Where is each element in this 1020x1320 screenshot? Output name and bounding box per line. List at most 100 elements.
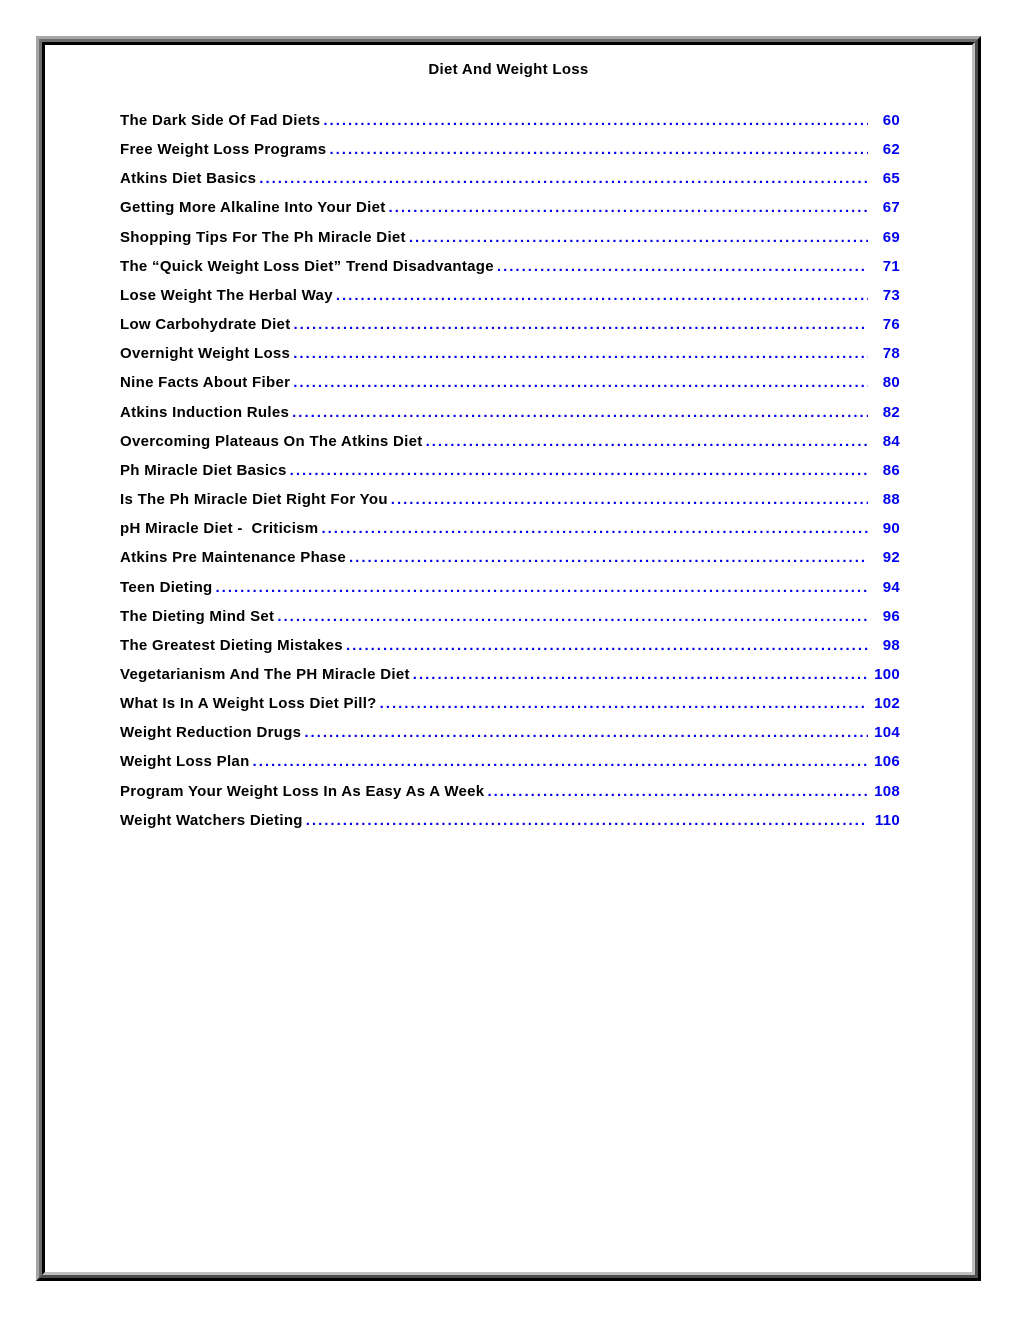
toc-dot-leader: ........................................… [335, 286, 868, 304]
toc-entry[interactable]: The Dieting Mind Set ...................… [120, 608, 900, 637]
toc-entry[interactable]: Shopping Tips For The Ph Miracle Diet ..… [120, 229, 900, 258]
toc-entry-title: Weight Watchers Dieting [120, 811, 303, 829]
toc-entry-page-number: 65 [882, 170, 900, 188]
toc-entry-page-number: 82 [882, 403, 900, 421]
toc-entry-page-number: 100 [874, 665, 900, 683]
toc-entry-title: Overcoming Plateaus On The Atkins Diet [120, 432, 423, 450]
toc-dot-leader: ........................................… [259, 170, 868, 188]
toc-entry-page-number: 71 [882, 257, 900, 275]
toc-entry[interactable]: Overcoming Plateaus On The Atkins Diet .… [120, 433, 900, 462]
toc-entry[interactable]: The “Quick Weight Loss Diet” Trend Disad… [120, 258, 900, 287]
toc-dot-leader: ........................................… [345, 636, 868, 654]
toc-entry-page-number: 78 [882, 345, 900, 363]
toc-entry[interactable]: Teen Dieting ...........................… [120, 579, 900, 608]
toc-entry-title: What Is In A Weight Loss Diet Pill? [120, 695, 377, 713]
toc-entry-page-number: 80 [882, 374, 900, 392]
toc-dot-leader: ........................................… [292, 403, 868, 421]
toc-dot-leader: ........................................… [323, 112, 868, 129]
toc-entry[interactable]: Atkins Diet Basics .....................… [120, 170, 900, 199]
toc-entry-title: Nine Facts About Fiber [120, 374, 291, 392]
toc-dot-leader: ........................................… [390, 491, 868, 509]
toc-entry[interactable]: The Dark Side Of Fad Diets .............… [120, 112, 900, 141]
toc-entry-page-number: 106 [874, 753, 900, 771]
toc-entry-page-number: 92 [882, 549, 900, 567]
toc-entry-title: The Dark Side Of Fad Diets [120, 112, 321, 129]
toc-entry-page-number: 90 [882, 520, 900, 538]
toc-dot-leader: ........................................… [496, 257, 868, 275]
toc-entry[interactable]: Getting More Alkaline Into Your Diet ...… [120, 199, 900, 228]
toc-entry-title: Overnight Weight Loss [120, 345, 291, 363]
toc-list: The Dark Side Of Fad Diets .............… [45, 112, 972, 841]
toc-entry[interactable]: Weight Loss Plan .......................… [120, 753, 900, 782]
toc-entry[interactable]: Atkins Induction Rules .................… [120, 404, 900, 433]
toc-entry-title: Program Your Weight Loss In As Easy As A… [120, 782, 485, 800]
toc-entry-title: Ph Miracle Diet Basics [120, 461, 287, 479]
toc-entry[interactable]: What Is In A Weight Loss Diet Pill? ....… [120, 695, 900, 724]
toc-entry-title: Teen Dieting [120, 578, 213, 596]
toc-entry-page-number: 62 [882, 141, 900, 159]
toc-entry[interactable]: Lose Weight The Herbal Way .............… [120, 287, 900, 316]
toc-dot-leader: ........................................… [379, 695, 868, 713]
page-title: Diet And Weight Loss [428, 61, 589, 78]
toc-entry-page-number: 67 [882, 199, 900, 217]
toc-dot-leader: ........................................… [252, 753, 868, 771]
toc-dot-leader: ........................................… [305, 811, 868, 829]
toc-entry-title: Shopping Tips For The Ph Miracle Diet [120, 228, 406, 246]
toc-dot-leader: ........................................… [321, 520, 868, 538]
toc-entry-title: pH Miracle Diet - Criticism [120, 520, 319, 538]
toc-entry[interactable]: Free Weight Loss Programs ..............… [120, 141, 900, 170]
toc-entry-title: Vegetarianism And The PH Miracle Diet [120, 665, 410, 683]
toc-dot-leader: ........................................… [289, 461, 868, 479]
toc-entry-title: Atkins Pre Maintenance Phase [120, 549, 346, 567]
toc-entry-page-number: 108 [874, 782, 900, 800]
page-border-bevel: Diet And Weight Loss The Dark Side Of Fa… [39, 39, 978, 1278]
toc-dot-leader: ........................................… [348, 549, 868, 567]
toc-entry[interactable]: Weight Reduction Drugs .................… [120, 724, 900, 753]
toc-entry-page-number: 88 [882, 491, 900, 509]
document-page: Diet And Weight Loss The Dark Side Of Fa… [36, 36, 981, 1281]
toc-entry-page-number: 102 [874, 695, 900, 713]
toc-entry-page-number: 110 [874, 811, 900, 829]
toc-entry-page-number: 94 [882, 578, 900, 596]
toc-entry[interactable]: Weight Watchers Dieting ................… [120, 812, 900, 841]
toc-entry-title: Atkins Induction Rules [120, 403, 290, 421]
toc-entry-title: Low Carbohydrate Diet [120, 316, 291, 334]
toc-entry-title: Is The Ph Miracle Diet Right For You [120, 491, 388, 509]
toc-entry-page-number: 84 [882, 432, 900, 450]
toc-entry-title: Weight Loss Plan [120, 753, 250, 771]
toc-entry[interactable]: Overnight Weight Loss ..................… [120, 345, 900, 374]
toc-entry-page-number: 104 [874, 724, 900, 742]
toc-entry-page-number: 98 [882, 636, 900, 654]
toc-dot-leader: ........................................… [277, 607, 868, 625]
toc-dot-leader: ........................................… [293, 316, 869, 334]
toc-entry-page-number: 69 [882, 228, 900, 246]
toc-dot-leader: ........................................… [304, 724, 868, 742]
toc-entry-title: Getting More Alkaline Into Your Diet [120, 199, 386, 217]
toc-entry[interactable]: Atkins Pre Maintenance Phase ...........… [120, 549, 900, 578]
toc-entry-title: Lose Weight The Herbal Way [120, 286, 333, 304]
toc-entry-page-number: 76 [882, 316, 900, 334]
toc-entry[interactable]: The Greatest Dieting Mistakes ..........… [120, 637, 900, 666]
toc-entry-title: Atkins Diet Basics [120, 170, 257, 188]
toc-entry-title: The Greatest Dieting Mistakes [120, 636, 343, 654]
toc-dot-leader: ........................................… [412, 665, 868, 683]
toc-entry[interactable]: Ph Miracle Diet Basics .................… [120, 462, 900, 491]
toc-entry-page-number: 60 [882, 112, 900, 129]
toc-dot-leader: ........................................… [329, 141, 868, 159]
toc-entry-title: The “Quick Weight Loss Diet” Trend Disad… [120, 257, 494, 275]
toc-entry-title: The Dieting Mind Set [120, 607, 275, 625]
toc-entry[interactable]: Vegetarianism And The PH Miracle Diet ..… [120, 666, 900, 695]
toc-dot-leader: ........................................… [425, 432, 868, 450]
toc-entry-page-number: 96 [882, 607, 900, 625]
toc-entry[interactable]: Is The Ph Miracle Diet Right For You ...… [120, 491, 900, 520]
toc-dot-leader: ........................................… [293, 374, 868, 392]
toc-entry-title: Free Weight Loss Programs [120, 141, 327, 159]
toc-entry[interactable]: pH Miracle Diet - Criticism ............… [120, 520, 900, 549]
toc-dot-leader: ........................................… [215, 578, 869, 596]
toc-dot-leader: ........................................… [293, 345, 868, 363]
toc-entry[interactable]: Nine Facts About Fiber .................… [120, 374, 900, 403]
page-content-area: Diet And Weight Loss The Dark Side Of Fa… [42, 42, 975, 1275]
toc-dot-leader: ........................................… [388, 199, 868, 217]
toc-entry[interactable]: Low Carbohydrate Diet ..................… [120, 316, 900, 345]
toc-entry[interactable]: Program Your Weight Loss In As Easy As A… [120, 783, 900, 812]
